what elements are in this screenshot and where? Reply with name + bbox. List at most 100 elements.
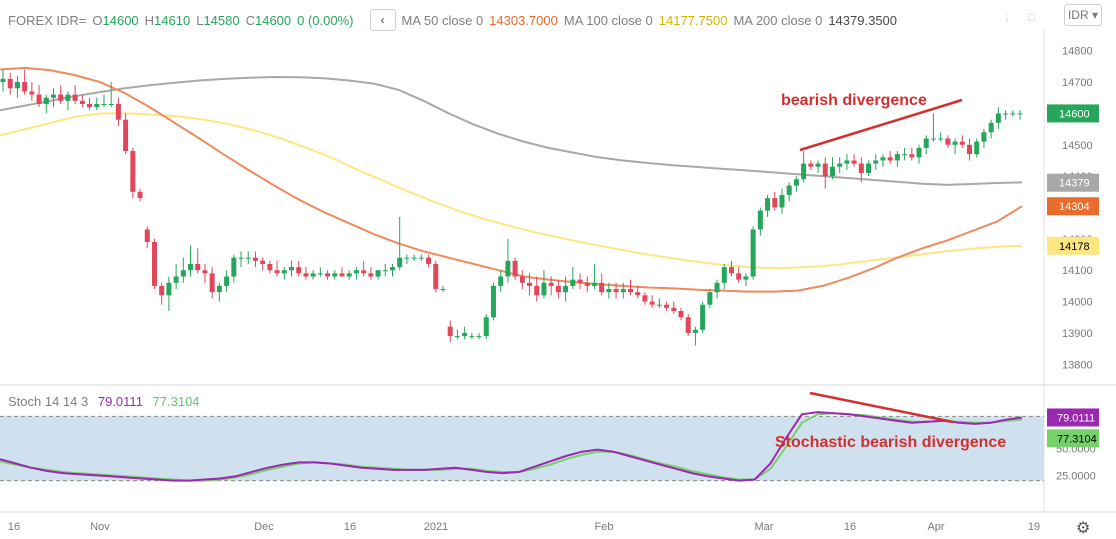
candle-body — [50, 94, 56, 98]
candle-body — [29, 91, 35, 95]
candle-body — [685, 317, 691, 333]
ma200-label: MA 200 close 0 — [733, 12, 823, 28]
candle-body — [902, 154, 908, 156]
candle-body — [750, 229, 756, 277]
candle-body — [296, 267, 302, 274]
candle-body — [880, 157, 886, 161]
collapse-legend-button[interactable]: ‹ — [369, 9, 396, 31]
candle-body — [620, 289, 626, 293]
stoch-d-value: 77.3104 — [152, 394, 200, 409]
x-tick-label: Dec — [254, 521, 274, 533]
candle-body — [635, 292, 641, 296]
candle-body — [7, 78, 13, 89]
candle-body — [512, 260, 518, 277]
x-tick-label: 16 — [344, 521, 356, 533]
y-tick-label: 13800 — [1062, 359, 1093, 371]
candle-body — [108, 104, 114, 105]
x-tick-label: Feb — [595, 521, 614, 533]
candle-body — [209, 273, 215, 293]
arrow-down-icon[interactable]: ↓ — [1004, 10, 1010, 24]
candle-body — [101, 104, 107, 105]
candle-body — [534, 285, 540, 296]
candle-body — [570, 279, 576, 286]
symbol-label: FOREX IDR= — [8, 12, 87, 28]
bearish-divergence-line — [799, 98, 963, 152]
candle-body — [606, 289, 612, 293]
candle-body — [548, 282, 554, 286]
x-tick-label: 16 — [844, 521, 856, 533]
candle-body — [238, 257, 244, 259]
candle-body — [851, 160, 857, 164]
x-tick-label: Nov — [90, 521, 110, 533]
candle-body — [959, 141, 965, 145]
candle-body — [216, 285, 222, 293]
candle-body — [224, 276, 230, 286]
candle-body — [801, 163, 807, 180]
candle-body — [1003, 113, 1009, 115]
candle-body — [837, 163, 843, 167]
ma100-line — [0, 112, 1023, 270]
candle-body — [14, 82, 20, 89]
candle-body — [779, 194, 785, 208]
maximize-icon[interactable]: □ — [1028, 10, 1036, 24]
candle-body — [195, 263, 201, 271]
candle-body — [36, 94, 42, 104]
candle-body — [252, 257, 258, 261]
candle-body — [541, 282, 547, 296]
candle-body — [231, 257, 237, 277]
x-tick-label: Apr — [927, 521, 944, 533]
candle-body — [664, 304, 670, 308]
candle-body — [389, 267, 395, 271]
candle-body — [873, 160, 879, 164]
candle-body — [426, 257, 432, 264]
candle-body — [490, 285, 496, 318]
candle-body — [721, 267, 727, 283]
candle-body — [887, 157, 893, 161]
price-label: 14178 — [1059, 241, 1090, 253]
y-tick-label: 14800 — [1062, 46, 1093, 58]
candle-body — [930, 138, 936, 140]
y-tick-label: 14000 — [1062, 297, 1093, 309]
candle-body — [137, 191, 143, 199]
change-value: 0 (0.00%) — [297, 12, 354, 28]
candle-body — [397, 257, 403, 268]
stoch-d-label-box — [1047, 429, 1099, 448]
x-tick-label: 2021 — [424, 521, 448, 533]
candle-body — [555, 285, 561, 293]
candle-body — [447, 326, 453, 337]
candle-body — [325, 273, 331, 277]
chevron-left-icon: ‹ — [380, 13, 385, 27]
candle-body — [418, 257, 424, 259]
candle-body — [317, 273, 323, 275]
candle-body — [267, 263, 273, 271]
ma200-value: 14379.3500 — [828, 12, 898, 28]
stoch-k-line — [0, 411, 1023, 482]
candle-body — [454, 336, 460, 338]
x-tick-label: 19 — [1028, 521, 1040, 533]
candle-body — [274, 270, 280, 274]
candle-body — [87, 104, 93, 108]
candle-body — [476, 336, 482, 338]
candle-body — [130, 151, 136, 192]
candle-body — [188, 263, 194, 271]
currency-button[interactable]: IDR ▾ — [1064, 4, 1102, 26]
candle-body — [151, 242, 157, 286]
candle-body — [72, 94, 78, 101]
candle-body — [952, 141, 958, 145]
candle-body — [714, 282, 720, 293]
close-value: C14600 — [245, 12, 292, 28]
candle-body — [671, 307, 677, 311]
candle-body — [469, 336, 475, 338]
candle-body — [353, 270, 359, 274]
stoch-divergence-label: Stochastic bearish divergence — [775, 434, 1006, 451]
candle-body — [0, 78, 6, 83]
candle-body — [527, 282, 533, 286]
candle-body — [505, 260, 511, 277]
candle-body — [757, 210, 763, 230]
candle-body — [79, 100, 85, 104]
candle-body — [736, 273, 742, 280]
candle-body — [382, 270, 388, 272]
candle-body — [303, 273, 309, 277]
candle-body — [822, 163, 828, 177]
